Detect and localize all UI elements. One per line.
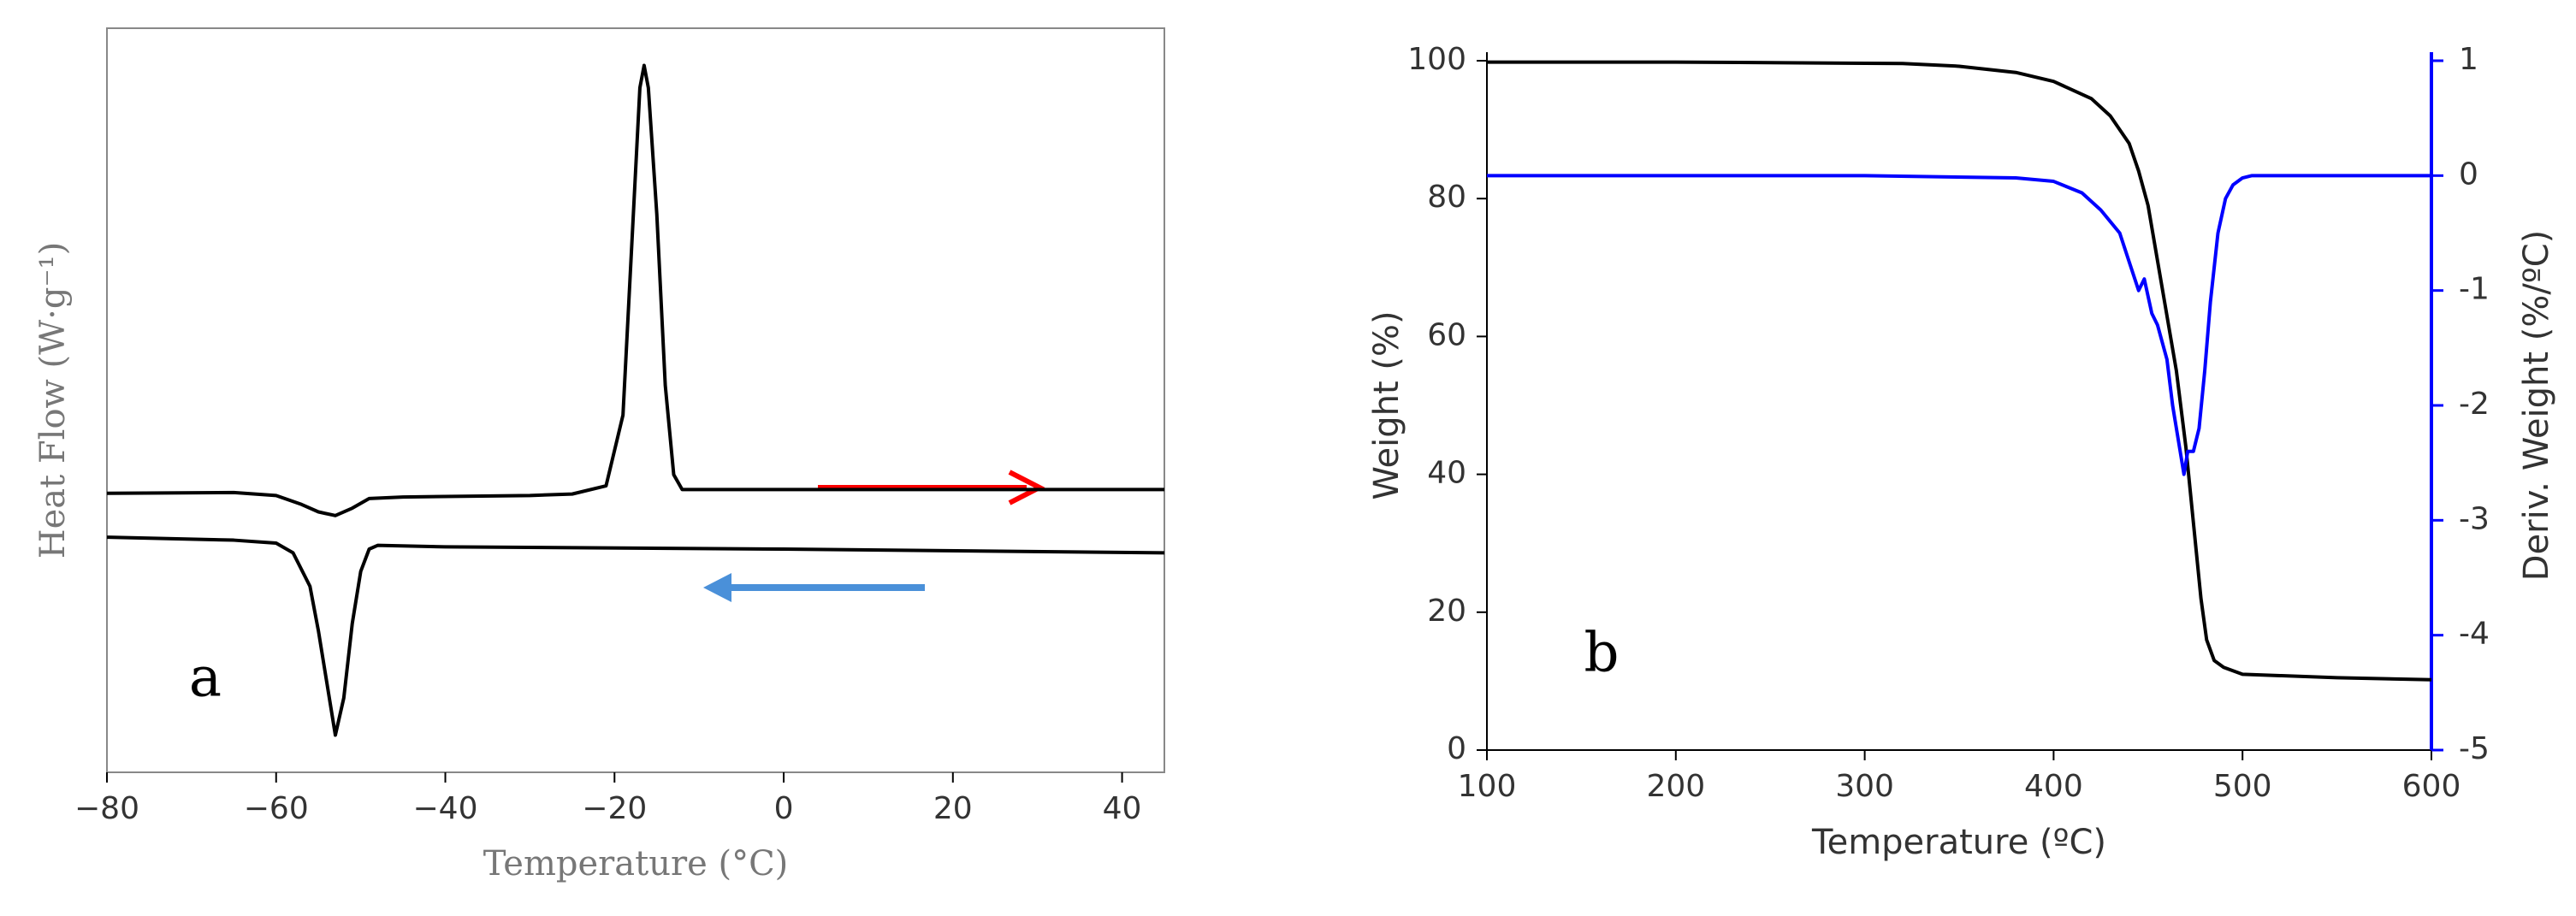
x-tick-label: 500 bbox=[2213, 769, 2272, 804]
x-tick-label: −60 bbox=[244, 791, 309, 826]
y2-axis-label: Deriv. Weight (%/ºC) bbox=[2517, 230, 2556, 582]
y2-tick-label: 0 bbox=[2459, 157, 2478, 192]
y-axis-label: Weight (%) bbox=[1367, 310, 1406, 499]
y2-tick-label: -5 bbox=[2459, 731, 2490, 766]
panel-label: b bbox=[1584, 622, 1620, 685]
cooling-arrow-head bbox=[703, 573, 731, 602]
x-tick-label: −80 bbox=[74, 791, 139, 826]
data-line bbox=[106, 63, 1164, 517]
y-tick-label: 40 bbox=[1427, 456, 1466, 491]
x-tick-label: −40 bbox=[413, 791, 478, 826]
x-tick-label: 20 bbox=[933, 791, 973, 826]
data-line bbox=[1487, 60, 2432, 682]
x-tick-label: 100 bbox=[1458, 769, 1517, 804]
x-tick-label: −20 bbox=[582, 791, 647, 826]
y-axis-label: Heat Flow (W·g⁻¹) bbox=[33, 242, 73, 559]
y-tick-label: 20 bbox=[1427, 594, 1466, 629]
x-tick-label: 0 bbox=[774, 791, 794, 826]
y2-tick-label: -4 bbox=[2459, 617, 2490, 652]
y-tick-label: 100 bbox=[1407, 42, 1466, 77]
panel-label: a bbox=[189, 647, 222, 710]
y-tick-label: 80 bbox=[1427, 180, 1466, 215]
plot-frame bbox=[106, 27, 1165, 773]
y2-tick-label: 1 bbox=[2459, 42, 2478, 77]
x-tick-label: 40 bbox=[1103, 791, 1142, 826]
data-line bbox=[1487, 174, 2431, 476]
x-tick-label: 400 bbox=[2024, 769, 2083, 804]
y2-tick-label: -2 bbox=[2459, 387, 2490, 422]
y-tick-label: 0 bbox=[1447, 731, 1466, 766]
y-tick-label: 60 bbox=[1427, 317, 1466, 352]
y2-tick-label: -3 bbox=[2459, 501, 2490, 536]
data-line bbox=[106, 535, 1165, 737]
x-tick-label: 200 bbox=[1646, 769, 1705, 804]
x-axis-label: Temperature (ºC) bbox=[1811, 823, 2106, 862]
x-tick-label: 300 bbox=[1835, 769, 1894, 804]
x-axis-label: Temperature (°C) bbox=[483, 844, 789, 883]
y2-tick-label: -1 bbox=[2459, 272, 2490, 307]
x-tick-label: 600 bbox=[2402, 769, 2461, 804]
heating-arrow-head bbox=[1008, 470, 1045, 505]
